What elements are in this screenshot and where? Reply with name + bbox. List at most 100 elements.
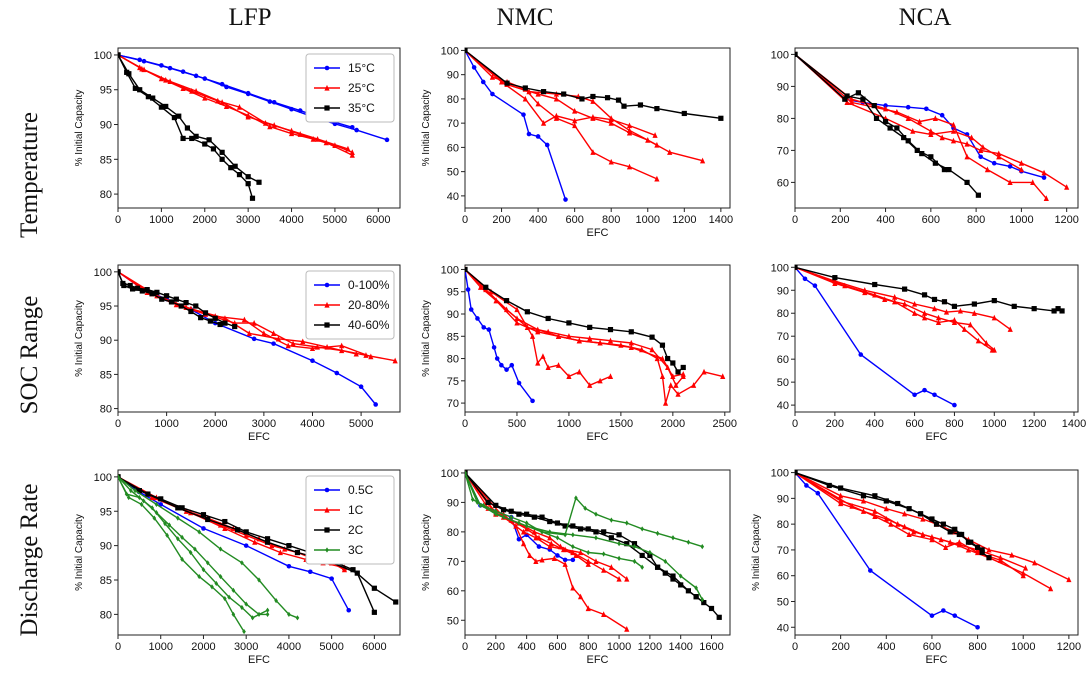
y-tick-label: 60 (447, 586, 459, 598)
y-axis-label: % Initial Capacity (421, 300, 432, 377)
data-point (265, 607, 270, 613)
data-point (509, 362, 515, 368)
data-point (465, 470, 467, 476)
series-line (795, 472, 978, 628)
data-point (654, 141, 660, 148)
data-point (159, 296, 165, 302)
data-point (812, 283, 818, 288)
data-point (566, 333, 572, 339)
x-tick-label: 600 (922, 214, 940, 226)
data-point (200, 512, 207, 518)
data-point (371, 609, 377, 615)
data-point (264, 536, 271, 542)
data-point (522, 95, 528, 102)
data-point (983, 339, 989, 346)
data-point (535, 328, 541, 335)
data-point (217, 321, 223, 328)
legend-marker (324, 506, 330, 513)
data-point (577, 549, 584, 556)
data-point (872, 291, 878, 298)
data-point (232, 323, 238, 330)
data-point (883, 498, 889, 504)
data-point (207, 318, 213, 324)
data-point (997, 554, 1004, 561)
y-tick-label: 60 (777, 177, 789, 189)
data-point (524, 525, 530, 532)
data-point (470, 496, 475, 503)
data-point (572, 122, 578, 129)
legend-marker (324, 65, 330, 71)
x-tick-label: 400 (876, 214, 894, 226)
x-axis-label: EFC (926, 654, 948, 666)
data-point (608, 564, 614, 570)
legend-label: 35°C (348, 101, 375, 115)
data-point (288, 127, 295, 134)
legend: 0-100% 20-80% 40-60% (305, 270, 395, 340)
data-point (139, 65, 145, 72)
legend-marker (324, 301, 330, 308)
series-line (795, 266, 955, 406)
data-point (478, 502, 483, 508)
x-axis-label: EFC (587, 431, 609, 443)
data-point (175, 515, 180, 521)
series-group (465, 48, 724, 202)
data-point (173, 296, 179, 302)
y-tick-label: 40 (447, 191, 459, 203)
data-point (593, 558, 599, 564)
legend-marker (324, 487, 330, 493)
data-point (231, 587, 236, 593)
data-point (572, 117, 578, 124)
data-point (350, 567, 356, 573)
x-axis-label: EFC (248, 654, 270, 666)
data-point (901, 135, 907, 141)
data-point (901, 523, 908, 530)
y-tick-label: 90 (447, 309, 459, 321)
data-point (1031, 306, 1037, 312)
y-tick-label: 70 (777, 145, 789, 157)
data-point (701, 368, 707, 375)
x-tick-label: 3000 (236, 214, 260, 226)
chart-panel-r1c1: 0 500 1000 1500 2000 2500 70 75 80 85 90 95 100 EFC % … (421, 264, 737, 443)
data-point (675, 369, 681, 375)
data-point (608, 120, 614, 126)
data-point (951, 317, 958, 323)
data-point (941, 167, 948, 173)
data-point (670, 360, 676, 366)
y-tick-label: 90 (777, 81, 789, 93)
series-line (118, 476, 397, 603)
data-point (1030, 179, 1036, 185)
x-tick-label: 200 (831, 641, 849, 653)
data-point (218, 546, 223, 552)
data-point (911, 310, 918, 316)
data-point (274, 598, 278, 604)
x-tick-label: 0 (462, 418, 468, 430)
legend-marker (324, 105, 330, 111)
data-point (991, 298, 997, 304)
y-tick-label: 100 (441, 264, 459, 276)
data-point (1022, 564, 1029, 571)
series-line (465, 472, 643, 568)
data-point (126, 71, 132, 77)
data-point (624, 541, 630, 547)
data-point (659, 373, 666, 379)
data-point (964, 153, 970, 160)
data-point (219, 81, 225, 87)
data-point (530, 398, 535, 404)
y-axis-label: % Initial Capacity (751, 514, 762, 591)
data-point (535, 359, 541, 366)
data-point (842, 96, 848, 102)
plot-frame (117, 469, 401, 636)
data-point (152, 515, 157, 521)
y-tick-label: 80 (777, 308, 789, 320)
x-axis-label: EFC (248, 431, 270, 443)
chart-panel-r1c2: 0 200 400 600 800 1000 1200 1400 40 50 60 70 80 90 100… (771, 262, 1087, 443)
x-tick-label: 1400 (668, 641, 692, 653)
data-point (964, 140, 970, 147)
data-point (947, 529, 953, 535)
data-point (590, 98, 596, 104)
data-point (1041, 175, 1047, 180)
legend-label: 2C (348, 523, 364, 537)
y-axis-label: % Initial Capacity (74, 300, 85, 377)
data-point (553, 95, 559, 102)
x-tick-label: 400 (529, 214, 547, 226)
